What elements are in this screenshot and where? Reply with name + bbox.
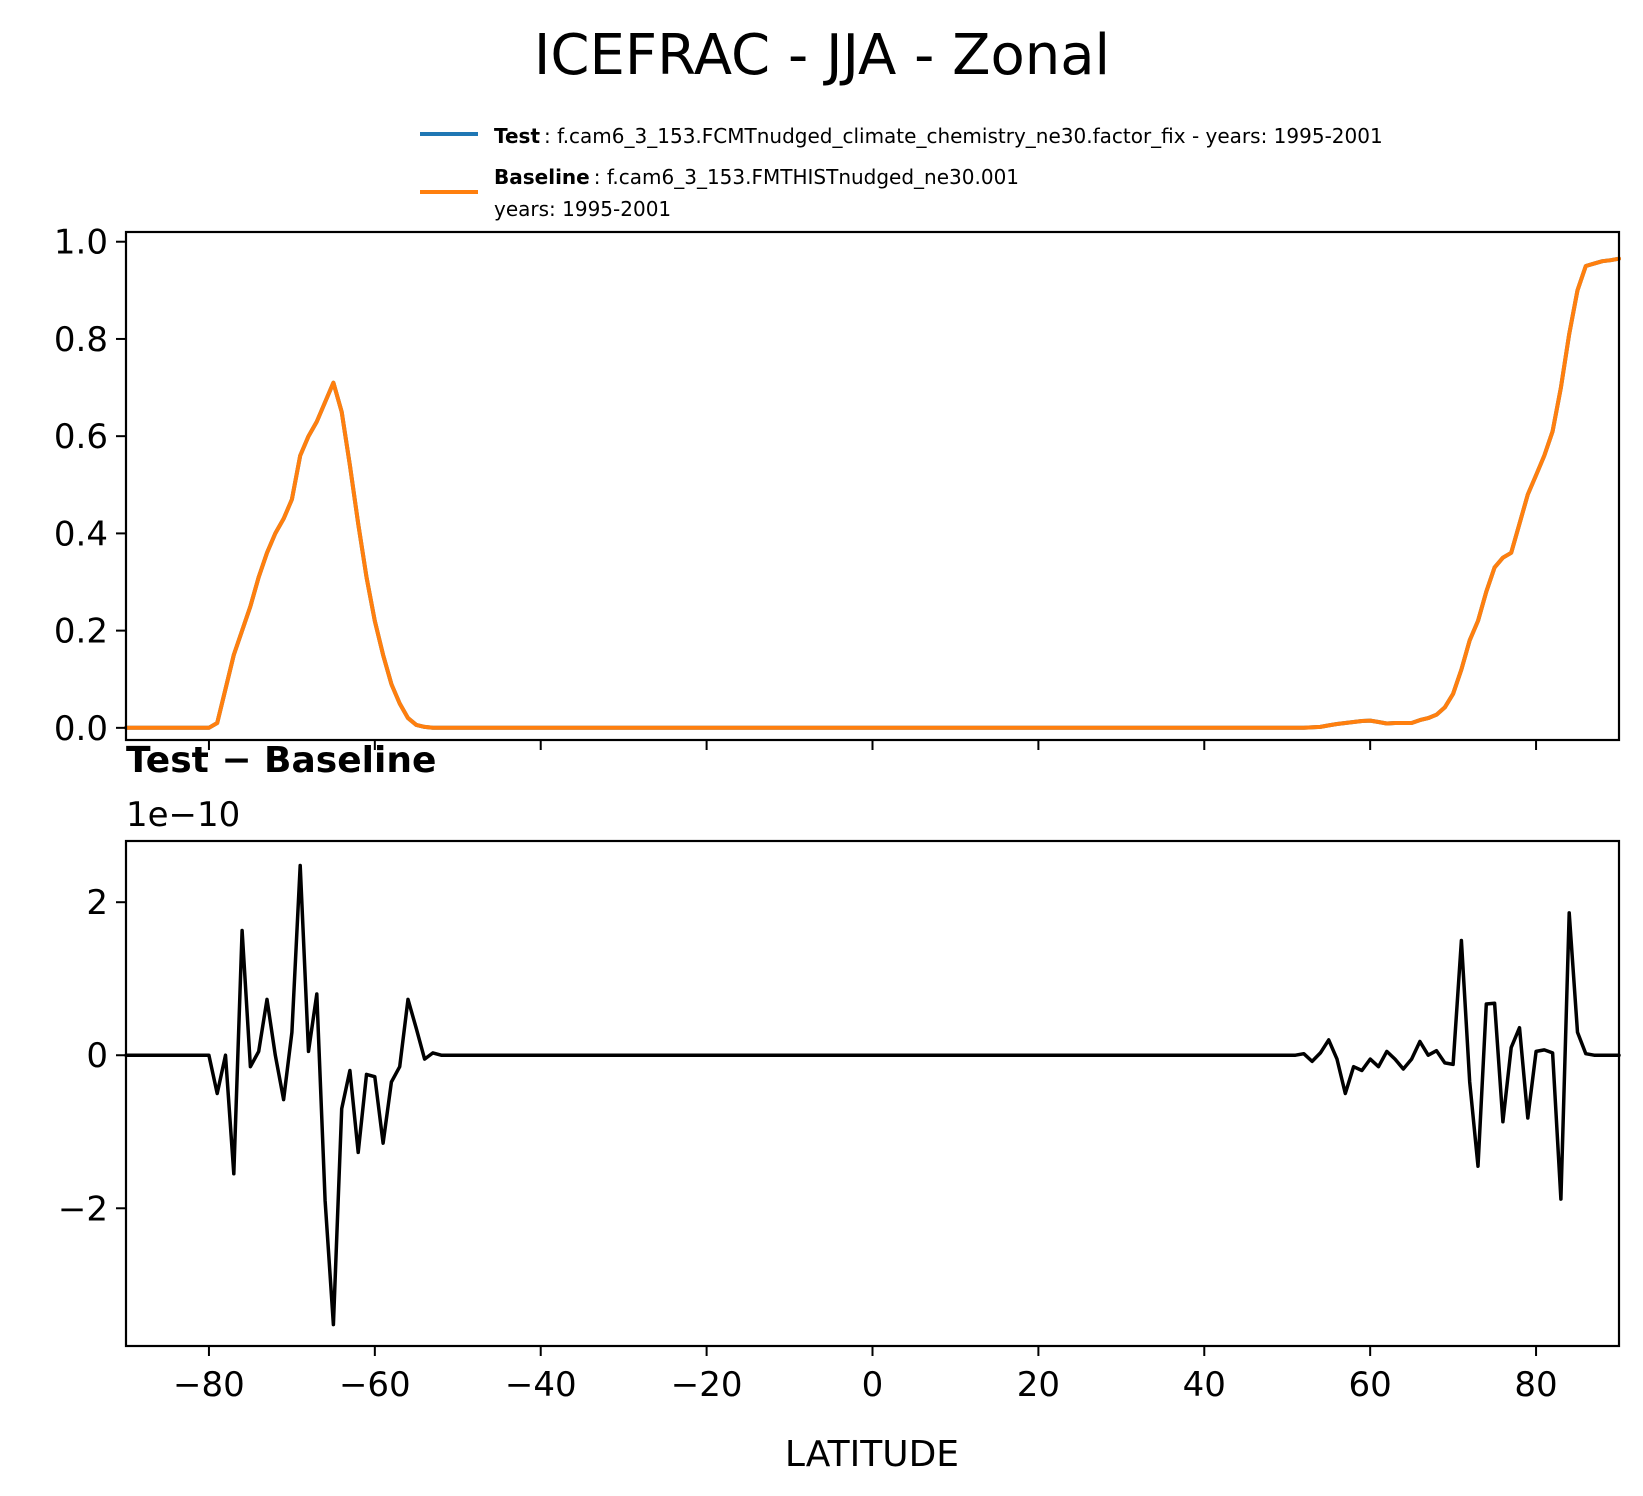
- series-line-test-baseline: [124, 863, 1621, 1327]
- figure-title: ICEFRAC - JJA - Zonal: [534, 23, 1110, 88]
- legend-baseline-desc: : f.cam6_3_153.FMTHISTnudged_ne30.001: [594, 165, 1019, 189]
- x-tick-label: 40: [1183, 1365, 1226, 1405]
- y-tick-label: 0.6: [54, 417, 108, 457]
- bottom-axes-frame: [124, 839, 1621, 1348]
- legend-test-entry: Test: f.cam6_3_153.FCMTnudged_climate_ch…: [494, 124, 1383, 148]
- x-tick-label: −80: [173, 1365, 245, 1405]
- y-tick-label: 0.8: [54, 320, 108, 360]
- x-tick-label: 80: [1514, 1365, 1557, 1405]
- offset-label: 1e−10: [126, 795, 240, 835]
- y-tick-label: 0.2: [54, 612, 108, 652]
- x-tick-label: 20: [1017, 1365, 1060, 1405]
- legend-baseline-desc2: years: 1995-2001: [494, 197, 671, 221]
- y-tick-label: 0.4: [54, 514, 108, 554]
- y-tick-label: 0: [86, 1036, 108, 1076]
- legend-test-desc: : f.cam6_3_153.FCMTnudged_climate_chemis…: [544, 124, 1383, 148]
- legend: Test: f.cam6_3_153.FCMTnudged_climate_ch…: [420, 124, 1383, 221]
- y-tick-label: 2: [86, 883, 108, 923]
- x-tick-label: −40: [505, 1365, 577, 1405]
- x-tick-label: 0: [862, 1365, 884, 1405]
- legend-test-label: Test: [494, 124, 540, 148]
- top-axes-frame: [124, 230, 1621, 742]
- x-tick-label: −60: [339, 1365, 411, 1405]
- x-tick-label: −20: [671, 1365, 743, 1405]
- diff-title: Test − Baseline: [126, 740, 436, 781]
- top-plot-area: 0.0 0.2 0.4 0.6 0.8 1.0: [54, 223, 1621, 750]
- x-tick-label: 60: [1349, 1365, 1392, 1405]
- y-tick-label: 0.0: [54, 709, 108, 749]
- series-line-test: [124, 256, 1621, 730]
- x-axis-label: LATITUDE: [785, 1434, 959, 1475]
- legend-baseline-entry: Baseline: f.cam6_3_153.FMTHISTnudged_ne3…: [494, 165, 1019, 189]
- top-panel: 0.0 0.2 0.4 0.6 0.8 1.0: [54, 223, 1621, 750]
- bottom-plot-area: −80 −60 −40 −20 0 20 40 60 80−202: [58, 863, 1621, 1405]
- legend-baseline-label: Baseline: [494, 165, 590, 189]
- series-line-baseline: [124, 256, 1621, 730]
- y-tick-label: 1.0: [54, 223, 108, 263]
- y-tick-label: −2: [58, 1189, 108, 1229]
- bottom-panel: −80 −60 −40 −20 0 20 40 60 80−202: [58, 839, 1621, 1405]
